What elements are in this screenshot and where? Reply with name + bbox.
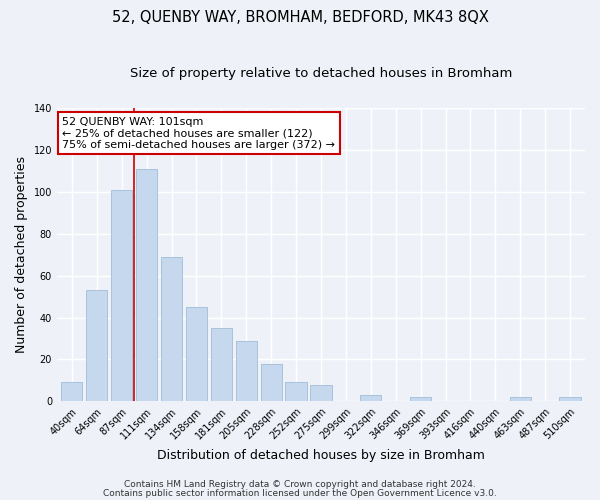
X-axis label: Distribution of detached houses by size in Bromham: Distribution of detached houses by size … [157, 450, 485, 462]
Bar [260, 364, 282, 402]
Title: Size of property relative to detached houses in Bromham: Size of property relative to detached ho… [130, 68, 512, 80]
Y-axis label: Number of detached properties: Number of detached properties [15, 156, 28, 353]
Bar [310, 384, 332, 402]
Text: 52, QUENBY WAY, BROMHAM, BEDFORD, MK43 8QX: 52, QUENBY WAY, BROMHAM, BEDFORD, MK43 8… [112, 10, 488, 25]
Bar [211, 328, 232, 402]
Bar [360, 395, 382, 402]
Text: Contains public sector information licensed under the Open Government Licence v3: Contains public sector information licen… [103, 488, 497, 498]
Bar [410, 397, 431, 402]
Bar [286, 382, 307, 402]
Bar [559, 397, 581, 402]
Bar [86, 290, 107, 402]
Bar [61, 382, 82, 402]
Bar [236, 340, 257, 402]
Bar [186, 307, 207, 402]
Bar [111, 190, 132, 402]
Bar [509, 397, 531, 402]
Bar [161, 257, 182, 402]
Bar [136, 169, 157, 402]
Text: 52 QUENBY WAY: 101sqm
← 25% of detached houses are smaller (122)
75% of semi-det: 52 QUENBY WAY: 101sqm ← 25% of detached … [62, 117, 335, 150]
Text: Contains HM Land Registry data © Crown copyright and database right 2024.: Contains HM Land Registry data © Crown c… [124, 480, 476, 489]
